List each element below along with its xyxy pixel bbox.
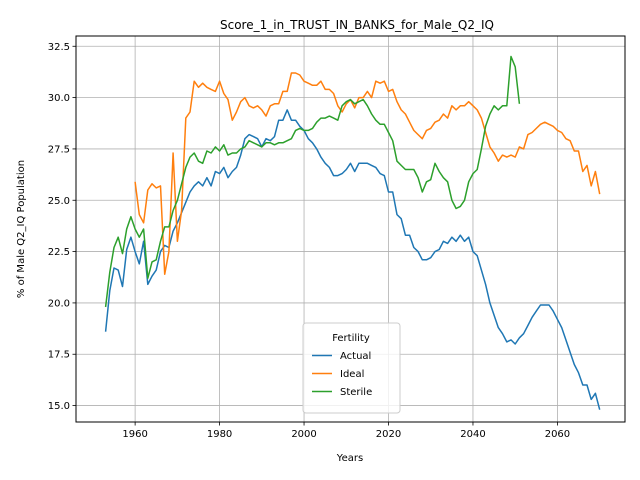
x-axis-title: Years [336,453,363,464]
chart-title: Score_1_in_TRUST_IN_BANKS_for_Male_Q2_IQ [220,18,494,32]
legend-items: Actual Ideal Sterile [312,351,372,398]
x-tick-label: 2040 [460,429,485,440]
y-axis-title: % of Male Q2_IQ Population [16,160,27,298]
y-tick-label: 27.5 [48,144,70,155]
legend-label-sterile: Sterile [340,387,372,398]
x-tick-label: 2060 [545,429,570,440]
x-tick-label: 1960 [122,429,147,440]
legend-label-actual: Actual [340,351,371,362]
series-line-actual [104,109,601,410]
y-tick-label: 22.5 [48,247,70,258]
x-tick-label: 2000 [291,429,316,440]
x-tick-label: 1980 [207,429,232,440]
series-line-ideal [134,72,601,275]
series-line-sterile [104,55,521,308]
y-tick-label: 17.5 [48,350,70,361]
legend-box [302,322,401,414]
legend-title: Fertility [332,333,370,344]
x-tick-label: 2020 [376,429,401,440]
plot-frame [75,35,626,423]
y-tick-label: 25.0 [48,196,70,207]
grid [76,36,625,422]
y-tick-label: 32.5 [48,42,70,53]
y-tick-label: 30.0 [48,93,70,104]
y-tick-label: 15.0 [48,401,70,412]
ticks: 1960 1980 2000 2020 2040 2060 15.0 17.5 20.0 22.5… [48,42,570,440]
legend-label-ideal: Ideal [340,369,364,380]
series-layer [104,55,601,410]
legend: Fertility Actual Ideal Sterile [302,322,401,414]
y-tick-label: 20.0 [48,298,70,309]
